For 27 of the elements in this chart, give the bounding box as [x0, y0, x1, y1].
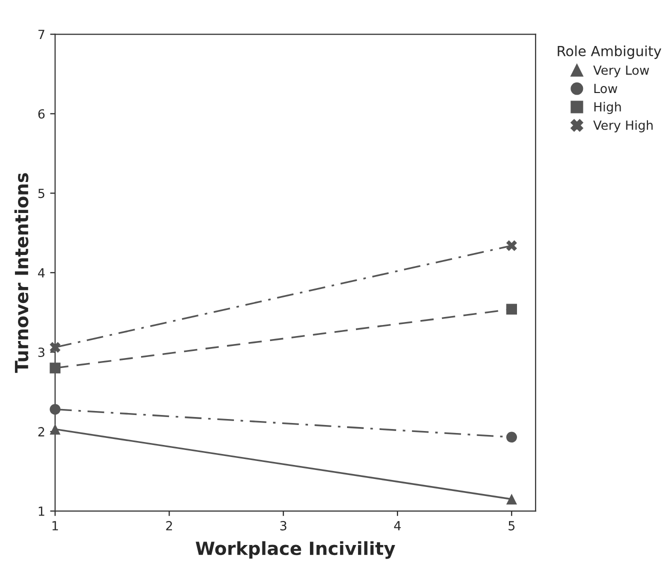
- y-tick-label: 7: [38, 30, 44, 40]
- y-tick-label: 2: [38, 427, 44, 436]
- point: [50, 424, 60, 435]
- x-tick-label: 2: [166, 520, 172, 530]
- point: [506, 304, 517, 315]
- legend-title: Role Ambiguity: [558, 46, 662, 59]
- y-tick-label: 3: [38, 348, 44, 358]
- point: [50, 362, 60, 374]
- point: [506, 494, 517, 505]
- y-tick-label: 6: [38, 109, 45, 119]
- x-axis-title: Workplace Incivility: [196, 541, 396, 559]
- x-tick-label: 3: [280, 520, 286, 530]
- legend-label: Low: [594, 84, 618, 94]
- y-tick-label: 1: [38, 506, 44, 516]
- point: [506, 432, 517, 443]
- legend-label: Very Low: [593, 66, 650, 78]
- legend-label: Very High: [593, 120, 653, 132]
- x-tick-label: 4: [394, 521, 401, 530]
- point: [506, 240, 517, 252]
- point: [50, 342, 60, 353]
- point: [50, 404, 60, 415]
- x-tick-label: 5: [508, 521, 514, 530]
- x-tick-label: 1: [52, 521, 58, 530]
- y-axis-title: Turnover Intentions: [14, 173, 28, 373]
- y-tick-label: 5: [38, 188, 44, 198]
- legend-label: High: [594, 102, 621, 114]
- y-tick-label: 4: [38, 268, 45, 278]
